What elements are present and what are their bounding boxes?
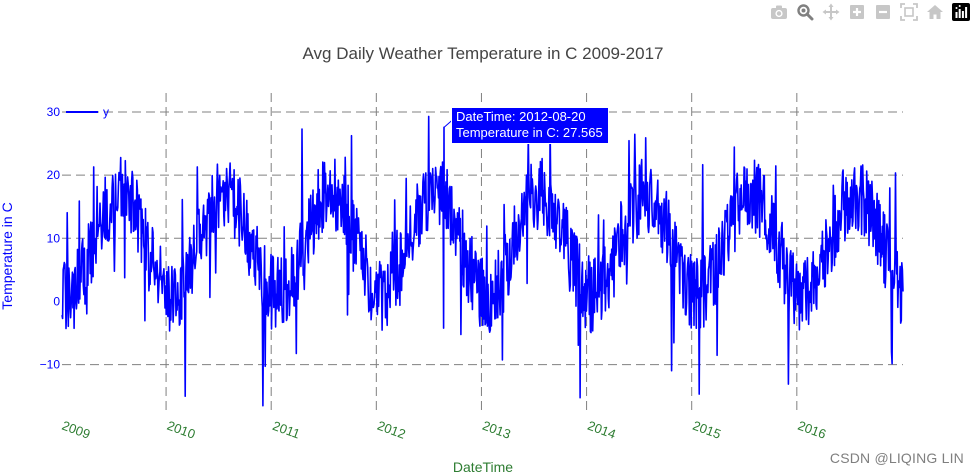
plotly-logo-icon[interactable]: [950, 2, 972, 22]
legend[interactable]: y: [66, 105, 109, 119]
x-tick-label: 2009: [60, 418, 92, 442]
y-axis-title: Temperature in C: [0, 202, 15, 309]
y-tick-label: 10: [47, 231, 61, 245]
series-layer: [61, 115, 904, 407]
hover-value-line: Temperature in C: 27.565: [456, 125, 603, 140]
x-tick-label: 2010: [165, 418, 197, 442]
zoom-in-icon[interactable]: [846, 2, 868, 22]
hover-date-line: DateTime: 2012-08-20: [456, 109, 586, 124]
y-tick-label: −10: [40, 358, 61, 372]
hover-pointer: [443, 119, 453, 128]
camera-icon[interactable]: [768, 2, 790, 22]
y-tick-label: 20: [47, 168, 61, 182]
pan-icon[interactable]: [820, 2, 842, 22]
grid-layer: [62, 93, 903, 412]
home-icon[interactable]: [924, 2, 946, 22]
chart-title: Avg Daily Weather Temperature in C 2009-…: [303, 44, 664, 63]
series-line-y[interactable]: [61, 115, 904, 407]
x-tick-label: 2015: [691, 418, 723, 442]
zoom-icon[interactable]: [794, 2, 816, 22]
legend-label: y: [103, 105, 109, 119]
x-tick-label: 2013: [480, 418, 512, 442]
modebar: [768, 2, 972, 22]
x-tick-label: 2012: [375, 418, 407, 442]
x-tick-label: 2014: [586, 418, 618, 442]
y-tick-label: 30: [47, 105, 61, 119]
y-tick-label: 0: [53, 294, 60, 308]
autoscale-icon[interactable]: [898, 2, 920, 22]
hover-tooltip: DateTime: 2012-08-20 Temperature in C: 2…: [451, 107, 609, 144]
x-tick-label: 2016: [796, 418, 828, 442]
x-axis-title: DateTime: [453, 459, 513, 475]
x-tick-label: 2011: [271, 418, 302, 442]
watermark: CSDN @LIQING LIN: [829, 450, 964, 466]
zoom-out-icon[interactable]: [872, 2, 894, 22]
